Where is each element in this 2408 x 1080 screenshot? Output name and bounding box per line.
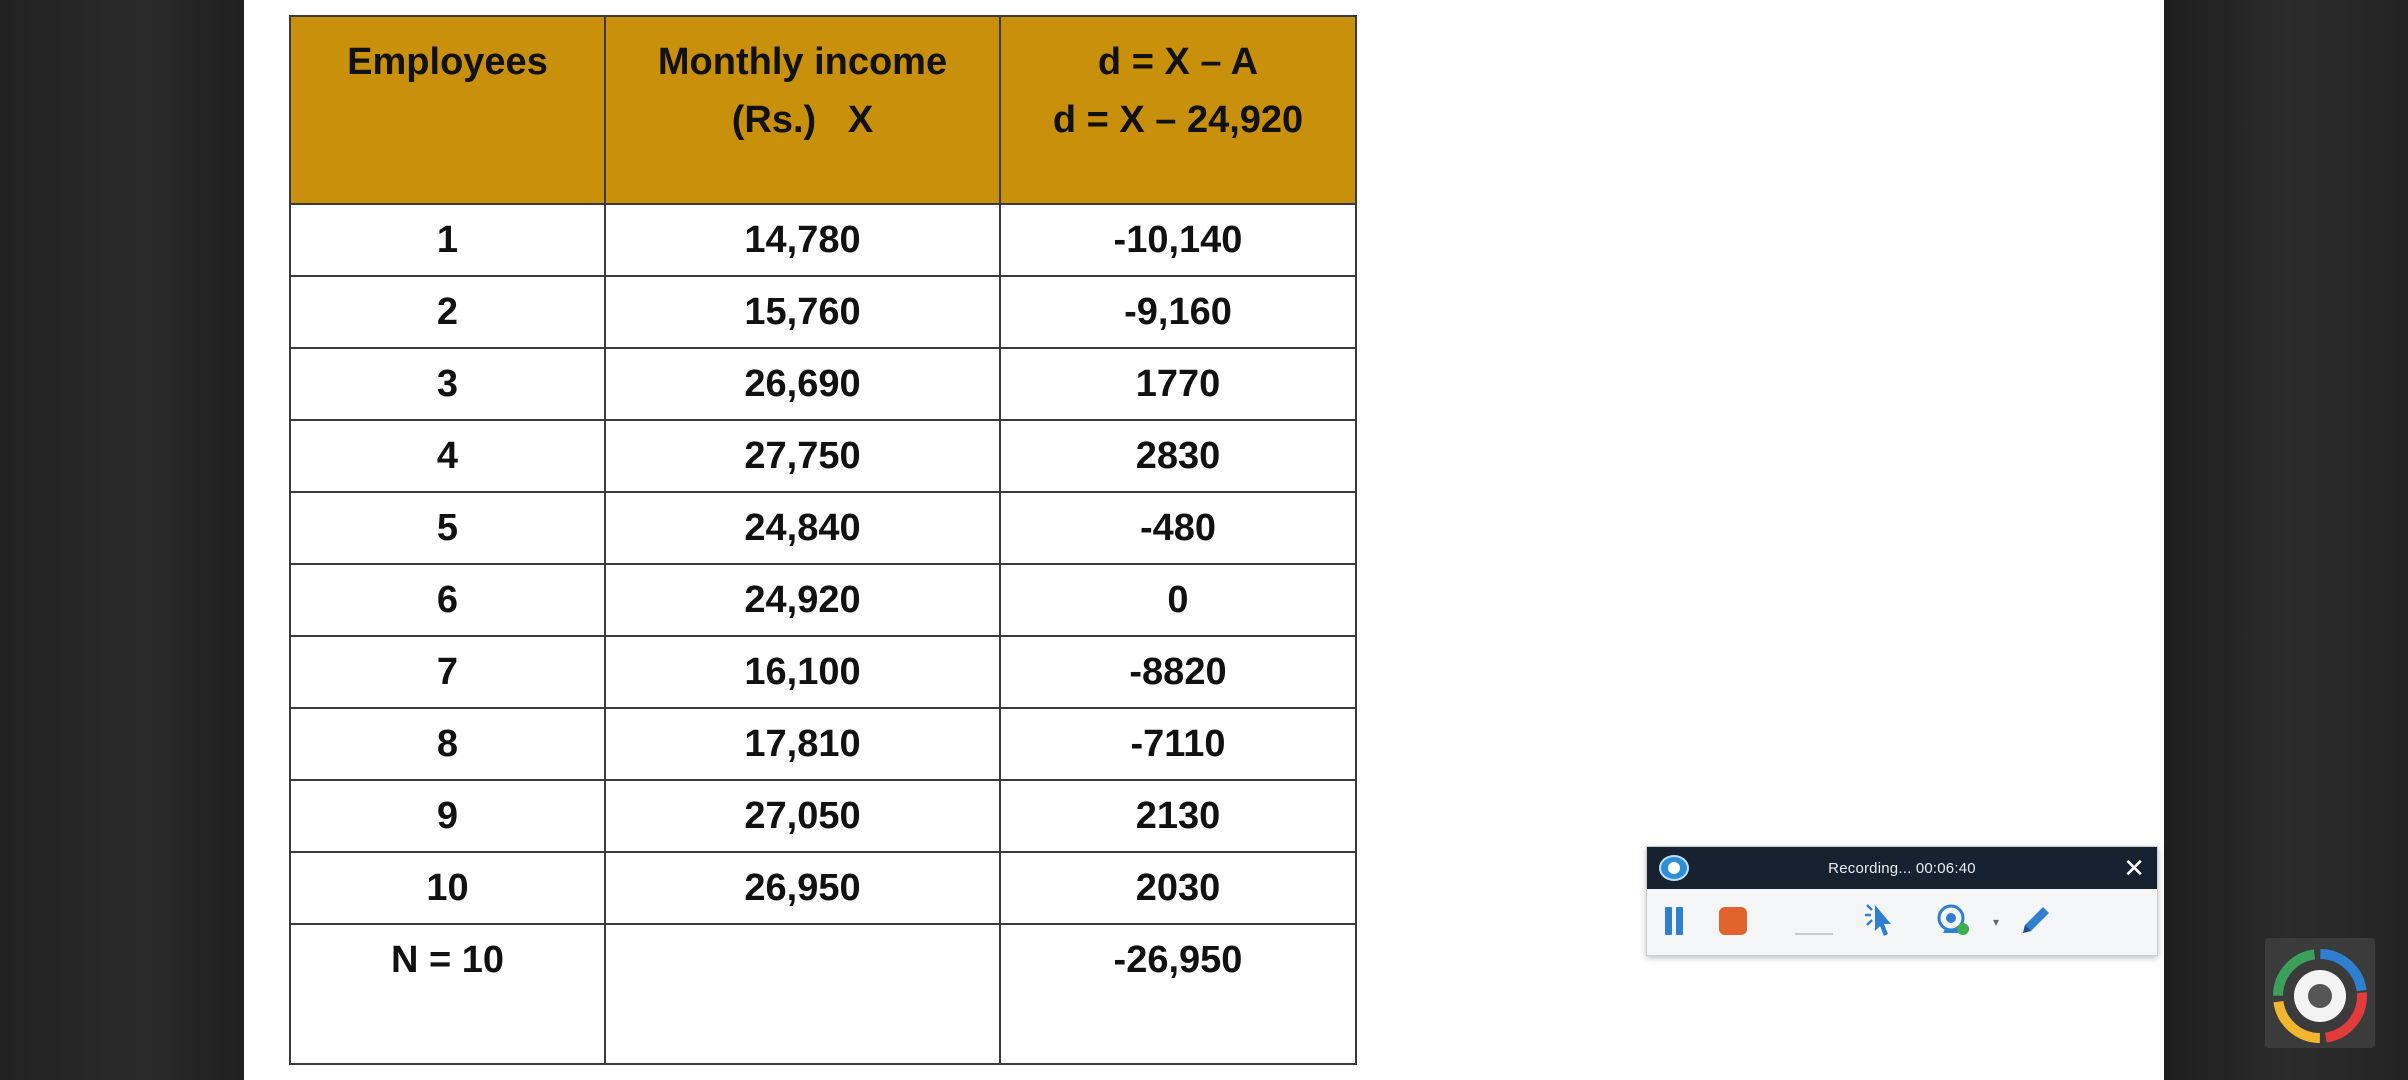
header-income-line2: (Rs.) X xyxy=(731,99,874,141)
table-total-row: N = 10 -26,950 xyxy=(289,923,1357,1065)
header-monthly-income: Monthly income (Rs.) X xyxy=(604,15,1001,205)
cell-income: 27,050 xyxy=(604,779,1001,853)
cell-employee: 4 xyxy=(289,419,606,493)
table-row: 6 24,920 0 xyxy=(289,563,1357,637)
table-header-row: Employees Monthly income (Rs.) X d = X –… xyxy=(289,15,1357,205)
cell-employee: 5 xyxy=(289,491,606,565)
cell-employee: 9 xyxy=(289,779,606,853)
cell-deviation: 2130 xyxy=(999,779,1357,853)
recording-titlebar[interactable]: Recording... 00:06:40 ✕ xyxy=(1647,847,2157,889)
table-row: 2 15,760 -9,160 xyxy=(289,275,1357,349)
table-row: 7 16,100 -8820 xyxy=(289,635,1357,709)
pause-icon[interactable] xyxy=(1663,907,1685,935)
recording-toolbar[interactable]: Recording... 00:06:40 ✕ ▾ xyxy=(1646,846,2158,956)
cell-employee: 8 xyxy=(289,707,606,781)
right-backdrop xyxy=(2164,0,2408,1080)
app-logo-icon xyxy=(2265,938,2375,1048)
recorder-logo-icon xyxy=(1659,855,1689,881)
table-row: 1 14,780 -10,140 xyxy=(289,203,1357,277)
header-employees: Employees xyxy=(289,15,606,205)
cell-deviation: -10,140 xyxy=(999,203,1357,277)
volume-level-icon xyxy=(1795,933,1833,935)
cell-deviation: -7110 xyxy=(999,707,1357,781)
recording-tools: ▾ xyxy=(1647,889,2157,955)
cell-deviation: 1770 xyxy=(999,347,1357,421)
chevron-down-icon[interactable]: ▾ xyxy=(1993,915,2000,929)
cell-deviation: 2030 xyxy=(999,851,1357,925)
cell-total-deviation: -26,950 xyxy=(999,923,1357,1065)
cell-income: 26,690 xyxy=(604,347,1001,421)
cell-employee: 3 xyxy=(289,347,606,421)
cell-deviation: -9,160 xyxy=(999,275,1357,349)
close-button[interactable]: ✕ xyxy=(2123,853,2145,883)
webcam-icon[interactable] xyxy=(1933,901,1973,941)
table-row: 8 17,810 -7110 xyxy=(289,707,1357,781)
table-row: 10 26,950 2030 xyxy=(289,851,1357,925)
cell-deviation: 2830 xyxy=(999,419,1357,493)
cell-total-n: N = 10 xyxy=(289,923,606,1065)
cell-employee: 2 xyxy=(289,275,606,349)
table-row: 4 27,750 2830 xyxy=(289,419,1357,493)
header-dev-line1: d = X – A xyxy=(1097,41,1259,83)
cell-employee: 1 xyxy=(289,203,606,277)
cell-income: 17,810 xyxy=(604,707,1001,781)
cell-income: 15,760 xyxy=(604,275,1001,349)
cell-deviation: -480 xyxy=(999,491,1357,565)
cell-income: 14,780 xyxy=(604,203,1001,277)
left-backdrop xyxy=(0,0,244,1080)
stop-icon[interactable] xyxy=(1719,907,1747,935)
cell-income: 26,950 xyxy=(604,851,1001,925)
header-dev-line2: d = X – 24,920 xyxy=(1052,99,1304,141)
cell-total-income xyxy=(604,923,1001,1065)
header-deviation: d = X – A d = X – 24,920 xyxy=(999,15,1357,205)
cursor-effects-icon[interactable] xyxy=(1863,901,1895,941)
header-employees-label: Employees xyxy=(347,41,548,83)
cell-employee: 10 xyxy=(289,851,606,925)
income-table: Employees Monthly income (Rs.) X d = X –… xyxy=(289,15,1357,1065)
cell-deviation: 0 xyxy=(999,563,1357,637)
pen-icon[interactable] xyxy=(2015,901,2055,941)
presentation-slide: Employees Monthly income (Rs.) X d = X –… xyxy=(244,0,2164,1080)
cell-income: 16,100 xyxy=(604,635,1001,709)
cell-employee: 6 xyxy=(289,563,606,637)
cell-employee: 7 xyxy=(289,635,606,709)
header-income-line1: Monthly income xyxy=(657,41,948,83)
table-row: 9 27,050 2130 xyxy=(289,779,1357,853)
recording-status: Recording... 00:06:40 xyxy=(1828,859,1976,877)
cell-income: 24,920 xyxy=(604,563,1001,637)
table-row: 3 26,690 1770 xyxy=(289,347,1357,421)
cell-income: 24,840 xyxy=(604,491,1001,565)
cell-deviation: -8820 xyxy=(999,635,1357,709)
table-row: 5 24,840 -480 xyxy=(289,491,1357,565)
cell-income: 27,750 xyxy=(604,419,1001,493)
